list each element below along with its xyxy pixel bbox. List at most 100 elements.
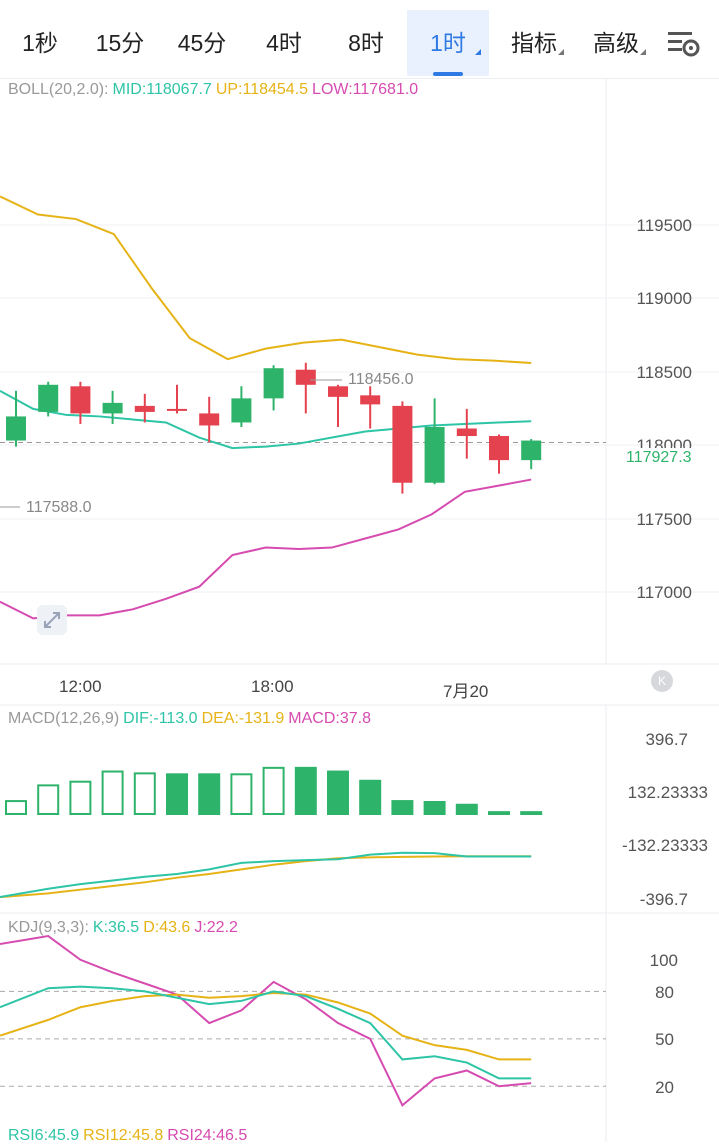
tab-1h[interactable]: 1时 bbox=[407, 10, 489, 76]
kdj-j-line bbox=[0, 935, 532, 1107]
rsi6: RSI6:45.9 bbox=[8, 1127, 80, 1144]
candle-body bbox=[263, 368, 284, 399]
macd-histogram-bar bbox=[166, 773, 188, 815]
timeframe-tabbar: 1秒 15分 45分 4时 8时 1时 指标 高级 bbox=[0, 0, 719, 79]
dropdown-triangle-icon bbox=[640, 49, 646, 55]
boll-legend: BOLL(20,2.0): MID:118067.7 UP:118454.5 LOW:… bbox=[8, 81, 422, 99]
macd-histogram-bar bbox=[294, 766, 317, 815]
macd-histogram-bar bbox=[5, 800, 27, 815]
expand-chart-icon[interactable] bbox=[36, 604, 68, 636]
macd-name: MACD(12,26,9) bbox=[8, 710, 120, 727]
scroll-to-latest-icon[interactable]: K bbox=[651, 670, 673, 692]
price-tick: 117500 bbox=[636, 510, 692, 529]
dropdown-triangle-icon bbox=[475, 49, 481, 55]
macd-histogram-bar bbox=[359, 779, 382, 815]
macd-histogram-bar bbox=[455, 803, 478, 815]
macd-histogram-bar bbox=[101, 770, 124, 815]
tab-label: 4时 bbox=[266, 30, 302, 56]
macd-histogram-bar bbox=[69, 780, 92, 816]
boll-upper-line bbox=[0, 195, 532, 364]
boll-lower-line bbox=[0, 478, 532, 620]
macd-histogram-bar bbox=[198, 773, 221, 815]
macd-dif-line bbox=[0, 851, 532, 899]
macd-dea: DEA:-131.9 bbox=[201, 710, 285, 727]
macd-histogram-bar bbox=[133, 772, 156, 816]
tab-label: 8时 bbox=[348, 30, 384, 56]
low-annotation: 117588.0 bbox=[26, 499, 92, 516]
kdj-k: K:36.5 bbox=[92, 919, 140, 936]
boll-low: LOW:117681.0 bbox=[312, 81, 419, 98]
macd-histogram-bar bbox=[520, 811, 543, 816]
dropdown-triangle-icon bbox=[558, 49, 564, 55]
tab-1s[interactable]: 1秒 bbox=[10, 10, 70, 76]
candle-body bbox=[6, 416, 26, 441]
candle-body bbox=[489, 436, 509, 461]
tab-label: 高级 bbox=[593, 30, 639, 56]
time-tick: 12:00 bbox=[59, 677, 102, 696]
candle-body bbox=[295, 369, 316, 385]
kdj-tick: 80 bbox=[655, 983, 674, 1002]
price-tick: 118500 bbox=[636, 363, 692, 382]
kdj-d: D:43.6 bbox=[143, 919, 191, 936]
candle-body bbox=[134, 405, 155, 412]
macd-histogram-bar bbox=[488, 811, 510, 816]
tab-label: 1秒 bbox=[22, 30, 58, 56]
candle-body bbox=[521, 440, 542, 461]
tab-label: 45分 bbox=[177, 30, 227, 56]
kdj-j: J:22.2 bbox=[194, 919, 238, 936]
tab-label: 指标 bbox=[511, 30, 557, 56]
candle-body bbox=[70, 386, 91, 414]
candle-body bbox=[424, 426, 445, 483]
tab-label: 15分 bbox=[95, 30, 145, 56]
macd-histogram-bar bbox=[230, 773, 253, 815]
macd-dif: DIF:-113.0 bbox=[123, 710, 198, 727]
macd-dea-line bbox=[0, 855, 532, 899]
price-tick: 119000 bbox=[636, 289, 692, 308]
kdj-tick: 20 bbox=[655, 1078, 674, 1097]
boll-mid: MID:118067.7 bbox=[112, 81, 212, 98]
candle-body bbox=[456, 428, 477, 437]
tab-indicators[interactable]: 指标 bbox=[496, 10, 572, 76]
macd-value: MACD:37.8 bbox=[288, 710, 371, 727]
macd-histogram-bar bbox=[37, 784, 60, 816]
tab-advanced[interactable]: 高级 bbox=[578, 10, 654, 76]
macd-tick: 396.7 bbox=[645, 730, 688, 749]
tab-45m[interactable]: 45分 bbox=[166, 10, 238, 76]
macd-tick: -396.7 bbox=[639, 890, 688, 909]
rsi24: RSI24:46.5 bbox=[167, 1127, 248, 1144]
macd-tick: -132.23333 bbox=[621, 836, 708, 855]
time-tick: 18:00 bbox=[251, 677, 294, 696]
candle-body bbox=[199, 413, 220, 426]
boll-mid-line bbox=[0, 389, 532, 450]
rsi12: RSI12:45.8 bbox=[83, 1127, 164, 1144]
kdj-tick: 100 bbox=[649, 951, 678, 970]
macd-tick: 132.23333 bbox=[627, 783, 708, 802]
candle-body bbox=[328, 386, 348, 397]
rsi-legend: RSI6:45.9 RSI12:45.8 RSI24:46.5 bbox=[8, 1127, 251, 1145]
macd-legend: MACD(12,26,9) DIF:-113.0 DEA:-131.9 MACD:37… bbox=[8, 710, 375, 728]
current-price-tag: 117927.3 bbox=[622, 448, 696, 468]
boll-up: UP:118454.5 bbox=[215, 81, 309, 98]
chart-settings-icon[interactable] bbox=[664, 28, 704, 62]
kdj-name: KDJ(9,3,3): bbox=[8, 919, 89, 936]
high-annotation: 118456.0 bbox=[348, 371, 414, 388]
tab-8h[interactable]: 8时 bbox=[334, 10, 398, 76]
active-tab-indicator bbox=[433, 72, 463, 76]
kdj-legend: KDJ(9,3,3): K:36.5 D:43.6 J:22.2 bbox=[8, 919, 242, 937]
candle-body bbox=[231, 398, 252, 423]
candle-body bbox=[167, 408, 187, 411]
boll-name: BOLL(20,2.0): bbox=[8, 81, 109, 98]
macd-histogram-bar bbox=[391, 800, 414, 815]
kdj-tick: 50 bbox=[655, 1030, 674, 1049]
candle-body bbox=[360, 395, 381, 405]
candle-body bbox=[38, 384, 59, 412]
candle-body bbox=[102, 402, 123, 414]
tab-label: 1时 bbox=[430, 30, 466, 56]
tab-4h[interactable]: 4时 bbox=[252, 10, 316, 76]
macd-histogram-bar bbox=[262, 766, 285, 815]
time-tick: 7月20 bbox=[443, 682, 489, 701]
tab-15m[interactable]: 15分 bbox=[86, 10, 154, 76]
price-tick: 119500 bbox=[636, 216, 692, 235]
price-tick: 117000 bbox=[636, 583, 692, 602]
